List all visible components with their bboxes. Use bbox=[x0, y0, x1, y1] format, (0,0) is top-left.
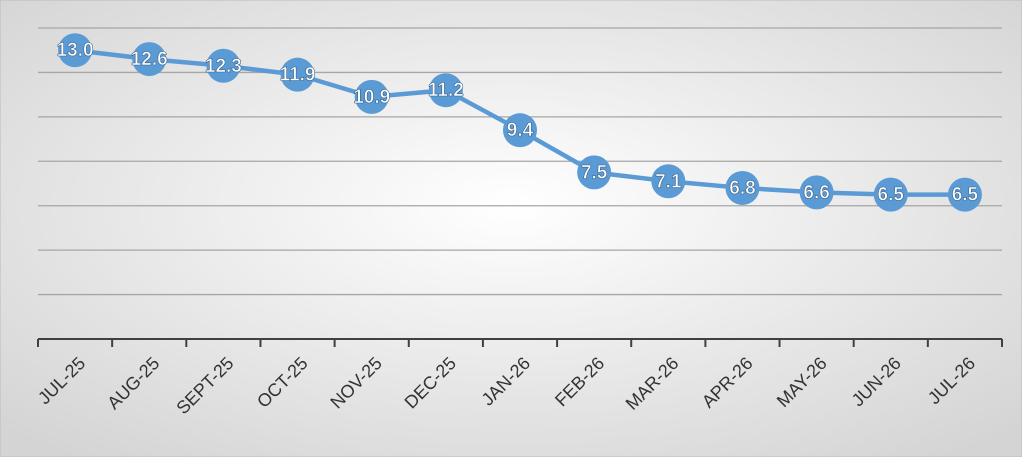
data-label: 6.8 bbox=[729, 178, 755, 199]
marker bbox=[577, 155, 612, 190]
data-label: 10.9 bbox=[353, 87, 390, 108]
data-label: 13.0 bbox=[57, 40, 94, 61]
marker bbox=[280, 57, 315, 92]
marker bbox=[947, 177, 982, 212]
data-label: 9.4 bbox=[507, 120, 534, 141]
data-label: 12.6 bbox=[131, 49, 168, 70]
data-label: 11.2 bbox=[428, 80, 464, 101]
marker bbox=[651, 164, 686, 199]
data-label: 7.5 bbox=[581, 162, 608, 183]
data-label: 6.5 bbox=[952, 185, 979, 206]
marker bbox=[206, 48, 241, 83]
data-label: 6.6 bbox=[803, 182, 829, 203]
marker bbox=[725, 170, 760, 205]
marker bbox=[799, 175, 834, 210]
data-label: 6.5 bbox=[878, 185, 905, 206]
marker bbox=[132, 42, 167, 77]
data-label: 7.1 bbox=[655, 171, 682, 192]
data-label: 12.3 bbox=[205, 56, 242, 77]
marker bbox=[873, 177, 908, 212]
data-label: 11.9 bbox=[280, 65, 316, 86]
marker bbox=[503, 113, 537, 148]
marker bbox=[354, 79, 389, 114]
marker bbox=[58, 33, 93, 68]
marker bbox=[428, 73, 463, 108]
